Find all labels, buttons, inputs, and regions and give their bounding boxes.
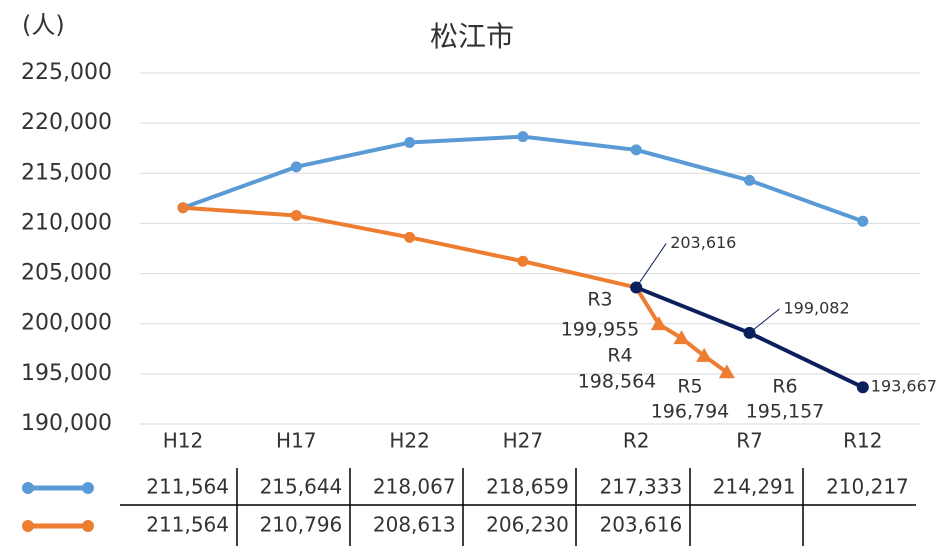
data-label: 193,667 bbox=[871, 377, 937, 396]
series-line bbox=[182, 134, 864, 224]
annual-label: R3 bbox=[587, 289, 612, 311]
legend-dot bbox=[82, 520, 94, 532]
point bbox=[630, 144, 642, 156]
x-tick-label: R2 bbox=[623, 429, 650, 453]
annual-value-label: 198,564 bbox=[578, 371, 657, 393]
table-cell: 217,333 bbox=[599, 475, 682, 499]
table-cell: 211,564 bbox=[146, 513, 229, 537]
point bbox=[177, 202, 189, 214]
point bbox=[517, 131, 529, 143]
legend-dot bbox=[22, 482, 34, 494]
table-cell: 203,616 bbox=[599, 513, 682, 537]
annual-value-label: 195,157 bbox=[746, 401, 825, 423]
y-tick-label: 210,000 bbox=[21, 210, 112, 235]
point bbox=[404, 231, 416, 243]
annual-value-label: 199,955 bbox=[561, 319, 640, 341]
table-cell: 210,796 bbox=[260, 513, 343, 537]
table-cell: 218,067 bbox=[373, 475, 456, 499]
data-label: 203,616 bbox=[670, 233, 736, 252]
annual-label: R4 bbox=[607, 345, 632, 367]
point bbox=[857, 215, 869, 227]
table-cell: 211,564 bbox=[146, 475, 229, 499]
annual-value-label: 196,794 bbox=[651, 401, 730, 423]
annual-line bbox=[634, 286, 729, 374]
leader-line bbox=[635, 243, 667, 288]
x-tick-label: R12 bbox=[843, 429, 882, 453]
annual-label: R6 bbox=[772, 376, 797, 398]
data-label: 199,082 bbox=[784, 298, 850, 317]
table-cell: 210,217 bbox=[826, 475, 909, 499]
x-tick-label: R7 bbox=[736, 429, 763, 453]
x-tick-label: H22 bbox=[389, 429, 430, 453]
table-cell: 208,613 bbox=[373, 513, 456, 537]
table-cell: 206,230 bbox=[486, 513, 569, 537]
y-tick-label: 205,000 bbox=[21, 261, 112, 286]
annual-marker bbox=[673, 330, 690, 345]
x-tick-label: H17 bbox=[276, 429, 317, 453]
leader-line bbox=[749, 308, 780, 334]
y-tick-label: 195,000 bbox=[21, 361, 112, 386]
annual-label: R5 bbox=[677, 376, 702, 398]
point bbox=[404, 137, 416, 149]
x-tick-label: H12 bbox=[163, 429, 204, 453]
table-cell: 214,291 bbox=[713, 475, 796, 499]
table-cell: 215,644 bbox=[260, 475, 343, 499]
annual-marker bbox=[718, 364, 735, 379]
y-axis-label: (人) bbox=[22, 11, 65, 39]
annual-marker bbox=[650, 316, 667, 331]
y-tick-label: 190,000 bbox=[21, 411, 112, 436]
point bbox=[290, 161, 302, 173]
point bbox=[744, 174, 755, 186]
legend-dot bbox=[22, 520, 34, 532]
annual-marker bbox=[696, 347, 713, 362]
table-cell: 218,659 bbox=[486, 475, 569, 499]
y-tick-label: 215,000 bbox=[21, 160, 112, 185]
y-tick-label: 200,000 bbox=[21, 311, 112, 336]
y-tick-label: 220,000 bbox=[21, 110, 112, 135]
series-line bbox=[182, 205, 637, 290]
legend-dot bbox=[82, 482, 94, 494]
point bbox=[517, 255, 529, 267]
point bbox=[290, 209, 302, 221]
x-tick-label: H27 bbox=[503, 429, 544, 453]
y-tick-label: 225,000 bbox=[21, 60, 112, 85]
chart-title: 松江市 bbox=[430, 20, 514, 53]
point bbox=[856, 381, 869, 394]
